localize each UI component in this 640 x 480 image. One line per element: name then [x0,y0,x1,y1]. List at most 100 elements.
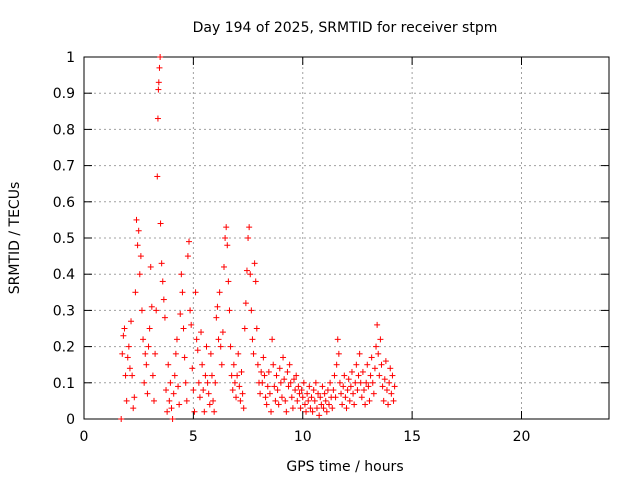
data-point [239,390,246,397]
data-point [153,307,160,314]
data-point [177,311,184,318]
data-point [160,296,167,303]
data-point [350,390,357,397]
data-point [289,405,296,412]
data-point [136,271,143,278]
data-point [178,271,185,278]
data-point [190,387,197,394]
data-point [250,350,257,357]
data-point [200,387,207,394]
data-point [192,289,199,296]
data-point [166,397,173,404]
data-point [383,387,390,394]
data-point [348,368,355,375]
y-tick-label: 0.8 [53,122,75,138]
data-point [330,387,337,394]
data-point [367,372,374,379]
data-point [180,325,187,332]
data-point [389,372,396,379]
data-point [270,361,277,368]
data-point [272,397,279,404]
data-point [291,376,297,383]
x-tick-label: 0 [80,429,89,445]
data-point [181,354,188,361]
data-point [295,383,302,390]
data-point [199,361,206,368]
data-point [355,372,362,379]
data-point [329,405,336,412]
data-point [227,343,234,350]
data-point [226,307,233,314]
data-point [183,397,190,404]
data-point [167,379,174,386]
data-point [121,325,128,332]
data-point [126,365,133,372]
data-point [201,408,208,415]
data-point [386,379,393,386]
data-point [381,376,388,383]
data-point [168,405,175,412]
data-point [338,390,345,397]
data-point [241,325,248,332]
data-point [193,336,200,343]
data-point [182,379,189,386]
data-point [284,368,291,375]
data-point [170,390,177,397]
data-point [366,397,373,404]
data-point [331,372,338,379]
data-point [353,361,360,368]
data-point [347,383,354,390]
data-point [211,408,218,415]
y-tick-label: 1 [66,50,75,66]
data-point [243,267,250,274]
data-point [320,405,327,412]
x-tick-label: 5 [189,429,198,445]
data-point [163,387,170,394]
data-point [283,408,290,415]
data-point [319,383,326,390]
data-point [359,368,366,375]
data-point [274,387,281,394]
data-point [300,379,307,386]
data-point [335,350,342,357]
data-point [236,383,243,390]
data-point [351,401,358,408]
data-point [268,408,275,415]
data-point [345,376,352,383]
data-point [222,235,229,241]
data-point [221,263,227,270]
data-point [124,354,131,361]
data-point [218,361,225,368]
data-point [120,332,127,339]
data-point [157,54,164,60]
data-point [357,379,364,386]
data-point [187,307,194,314]
data-point [315,390,322,397]
data-point [262,394,269,401]
data-point [301,401,308,408]
x-tick-label: 15 [403,429,421,445]
data-point [364,361,371,368]
data-point [156,64,163,71]
data-point [282,397,289,404]
data-point [311,397,318,404]
data-point [260,354,267,361]
data-point [303,408,310,415]
data-point [134,242,141,249]
data-point [261,372,268,379]
data-point [216,289,223,296]
data-point [235,350,242,357]
data-point [205,390,212,397]
data-point [326,401,332,408]
data-point [159,278,166,285]
y-tick-label: 0.7 [53,159,75,175]
data-point [323,408,330,415]
data-point [324,387,331,394]
data-point [271,383,278,390]
data-point [135,227,142,234]
data-point [362,401,369,408]
data-point [336,379,343,386]
data-point [238,368,245,375]
y-tick-label: 0.4 [53,267,75,283]
chart-title: Day 194 of 2025, SRMTID for receiver stp… [193,20,498,36]
